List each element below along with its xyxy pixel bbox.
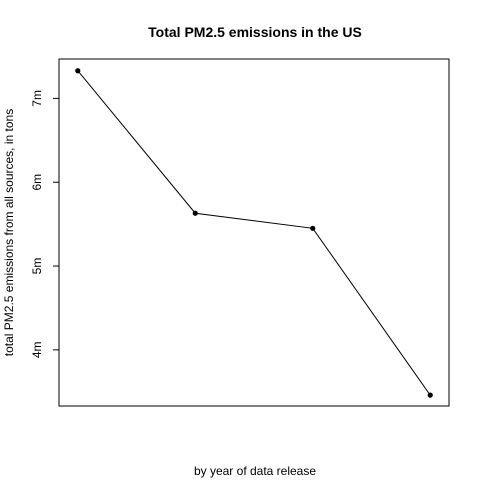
data-point <box>75 68 81 74</box>
y-tick-label: 5m <box>30 258 44 275</box>
series-line <box>77 70 431 396</box>
chart-title: Total PM2.5 emissions in the US <box>148 24 362 40</box>
data-point <box>192 210 198 216</box>
y-tick-label: 7m <box>30 90 44 107</box>
series-layer <box>75 68 433 398</box>
data-point <box>427 392 433 398</box>
data-point <box>310 225 316 231</box>
y-axis: 4m 5m 6m 7m <box>30 59 60 406</box>
plot-frame <box>58 58 450 407</box>
x-axis-label: by year of data release <box>194 464 316 478</box>
y-tick-label: 4m <box>30 342 44 359</box>
y-axis-label: total PM2.5 emissions from all sources, … <box>2 109 16 356</box>
y-tick-label: 6m <box>30 174 44 191</box>
